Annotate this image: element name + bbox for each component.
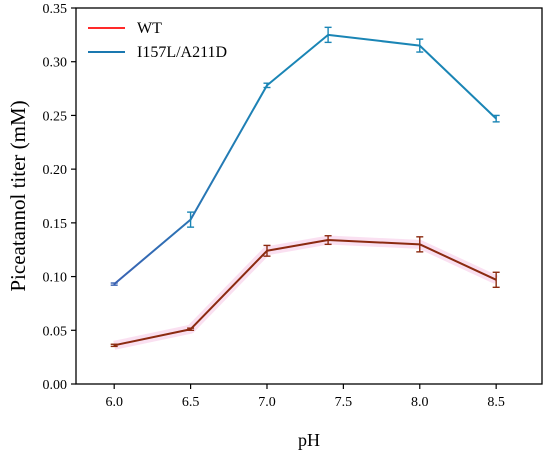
error-bar	[492, 271, 500, 289]
legend-item: I157L/A211D	[88, 44, 227, 61]
series-line	[113, 239, 497, 347]
y-tick-label: 0.30	[43, 56, 68, 71]
y-axis: 0.00 0.05 0.10 0.15 0.20 0.25 0.30 0.35	[43, 2, 76, 393]
plot-border	[75, 7, 543, 385]
series-line	[113, 33, 497, 285]
error-bar	[324, 235, 332, 246]
error-bar	[492, 114, 500, 123]
series-halo	[113, 235, 499, 350]
legend-item: WT	[88, 20, 162, 37]
x-tick-label: 7.0	[258, 395, 276, 410]
y-tick-label: 0.10	[43, 271, 68, 286]
legend: WT I157L/A211D	[88, 20, 227, 61]
error-bar	[187, 211, 195, 228]
x-axis-title: pH	[298, 430, 320, 450]
plot-frame	[75, 7, 543, 385]
series-2	[110, 26, 500, 286]
x-tick-label: 8.5	[487, 395, 505, 410]
x-tick-label: 6.0	[105, 395, 123, 410]
legend-label: I157L/A211D	[137, 44, 227, 61]
series-layer	[110, 26, 500, 350]
y-tick-label: 0.15	[43, 217, 68, 232]
y-tick-label: 0.00	[43, 378, 68, 393]
x-tick-label: 8.0	[411, 395, 429, 410]
y-tick-label: 0.05	[43, 324, 68, 339]
x-tick-label: 7.5	[335, 395, 353, 410]
y-tick-label: 0.35	[43, 2, 68, 17]
error-bar	[416, 38, 424, 53]
y-axis-title: Piceatannol titer (mM)	[6, 100, 30, 291]
error-bar	[263, 244, 271, 257]
y-tick-label: 0.25	[43, 109, 68, 124]
error-bar	[187, 327, 195, 331]
y-tick-label: 0.20	[43, 163, 68, 178]
legend-label: WT	[137, 20, 162, 37]
error-bar	[263, 82, 271, 89]
x-axis: 6.0 6.5 7.0 7.5 8.0 8.5	[105, 384, 505, 410]
error-bar	[324, 26, 332, 44]
error-bar	[110, 282, 118, 286]
x-tick-label: 6.5	[182, 395, 200, 410]
series-1	[110, 235, 500, 350]
error-bar	[110, 343, 118, 348]
error-bar	[416, 236, 424, 253]
